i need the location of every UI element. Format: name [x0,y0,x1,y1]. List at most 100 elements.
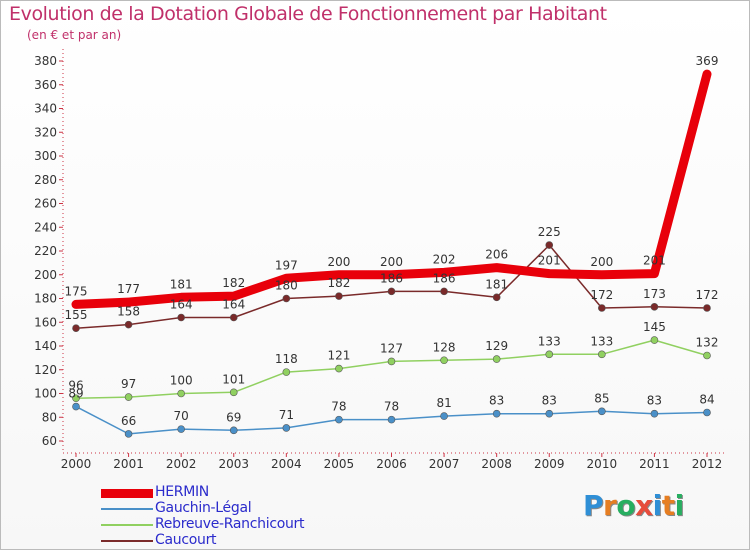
logo-letter: r [603,489,617,522]
data-point [598,304,606,312]
legend-label: HERMIN [155,484,209,500]
data-label: 133 [538,334,561,348]
y-tick-label: 160 [34,315,57,329]
y-tick-label: 320 [34,125,57,139]
data-point [492,355,501,363]
data-point [492,409,501,418]
data-label: 133 [590,334,613,348]
x-tick-label: 2001 [113,457,144,471]
x-tick-label: 2005 [324,457,355,471]
data-label: 182 [327,276,350,290]
data-label: 97 [121,377,136,391]
data-label: 225 [538,225,561,239]
legend-label: Rebreuve-Ranchicourt [155,516,305,532]
data-label: 181 [485,277,508,291]
data-label: 96 [68,378,83,392]
data-label: 128 [433,340,456,354]
legend-swatch [101,508,153,510]
data-label: 78 [384,400,399,414]
y-tick-label: 220 [34,244,57,258]
data-point [440,412,448,420]
data-point [545,241,554,249]
series-layer [71,69,712,438]
proxiti-logo: Proxiti [583,489,684,522]
data-point [440,287,448,296]
data-label: 155 [65,308,88,322]
data-label: 182 [222,276,245,290]
logo-letter: x [635,489,653,522]
data-label: 127 [380,341,403,355]
data-label: 197 [275,258,298,272]
data-label: 158 [117,305,140,319]
data-point [387,357,396,366]
data-label: 206 [485,248,508,262]
data-point [229,426,238,435]
x-tick-label: 2012 [692,457,723,471]
data-point [335,415,343,424]
x-tick-label: 2002 [166,457,197,471]
data-label: 200 [380,255,403,269]
data-label: 81 [436,396,451,410]
data-point [335,364,343,373]
data-label: 100 [170,374,193,388]
data-label: 66 [121,414,136,428]
data-label: 101 [222,372,245,386]
data-label: 83 [542,394,557,408]
data-label: 180 [275,279,298,293]
data-label: 172 [590,288,613,302]
data-label: 172 [696,288,719,302]
x-tick-label: 2007 [429,457,460,471]
y-tick-label: 180 [34,292,57,306]
data-label: 186 [433,271,456,285]
data-label: 118 [275,352,298,366]
y-tick-label: 300 [34,149,57,163]
data-label: 164 [170,298,193,312]
y-tick-label: 380 [34,54,57,68]
y-tick-label: 360 [34,78,57,92]
legend-swatch [101,488,153,498]
data-point [124,393,133,401]
y-tick-label: 80 [42,410,57,424]
data-point [598,350,606,359]
data-point [282,294,291,303]
y-tick-label: 340 [34,102,57,116]
data-label: 181 [170,277,193,291]
x-tick-label: 2008 [481,457,512,471]
y-tick-label: 280 [34,173,57,187]
data-label: 71 [279,408,294,422]
logo-letter: o [616,489,636,522]
data-label: 175 [65,284,88,298]
legend-label: Caucourt [155,532,217,548]
data-point [72,324,80,332]
data-point [282,368,291,376]
data-label: 84 [699,393,714,407]
data-label: 200 [327,255,350,269]
x-tick-label: 2000 [61,457,92,471]
data-label: 369 [696,54,719,68]
data-point [703,408,711,417]
data-label: 69 [226,410,241,424]
data-point [440,356,448,365]
data-label: 202 [433,252,456,266]
data-point [177,313,185,322]
y-tick-label: 120 [34,363,57,377]
data-label: 85 [594,391,609,405]
data-point [650,336,659,344]
legend-label: Gauchin-Légal [155,500,252,516]
logo-letter: t [661,489,675,522]
data-point [703,351,711,360]
y-tick-label: 100 [34,387,57,401]
data-point [545,350,554,359]
chart-subtitle: (en € et par an) [27,28,122,42]
data-point [387,415,396,424]
data-point [72,394,80,403]
data-point [650,409,659,418]
logo-letter: P [583,489,604,522]
data-label: 177 [117,282,140,296]
data-point [229,388,238,397]
x-tick-label: 2006 [376,457,407,471]
data-label: 132 [696,336,719,350]
data-label: 173 [643,287,666,301]
logo-letter: i [674,489,685,522]
